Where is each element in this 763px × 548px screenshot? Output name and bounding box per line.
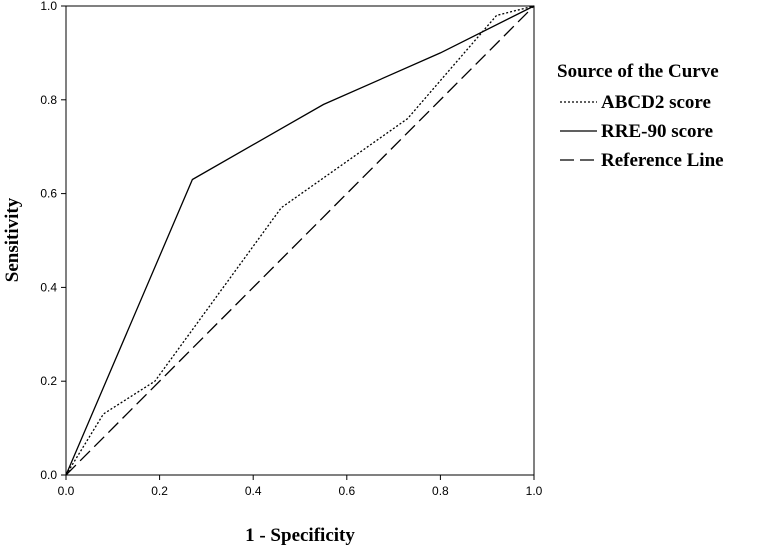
y-tick-label: 0.4	[40, 280, 57, 294]
legend: Source of the Curve ABCD2 score RRE-90 sc…	[557, 61, 724, 171]
series-line-reference-line	[65, 5, 535, 476]
x-tick-label: 0.6	[338, 484, 355, 498]
y-tick-label: 0.0	[40, 468, 57, 482]
x-tick-label: 1.0	[526, 484, 543, 498]
x-tick-label: 0.2	[151, 484, 168, 498]
x-axis-title: 1 - Specificity	[245, 525, 355, 546]
y-tick-label: 0.8	[40, 93, 57, 107]
legend-label: RRE-90 score	[601, 121, 713, 142]
y-axis-title: Sensitivity	[2, 197, 23, 282]
x-tick-label: 0.8	[432, 484, 449, 498]
series-line-rre-90-score	[65, 5, 535, 476]
plot-frame	[65, 5, 535, 476]
series-layer	[65, 5, 535, 476]
x-tick-label: 0.0	[58, 484, 75, 498]
legend-label: ABCD2 score	[601, 92, 711, 113]
y-tick-label: 0.2	[40, 374, 57, 388]
x-tick-label: 0.4	[245, 484, 262, 498]
legend-title: Source of the Curve	[557, 61, 719, 82]
legend-label: Reference Line	[601, 150, 724, 171]
y-tick-label: 0.6	[40, 187, 57, 201]
y-tick-label: 1.0	[40, 0, 57, 13]
x-axis-ticks: 0.0 0.2 0.4 0.6 0.8 1.0	[58, 475, 543, 498]
y-axis-ticks: 0.0 0.2 0.4 0.6 0.8 1.0	[40, 0, 66, 482]
